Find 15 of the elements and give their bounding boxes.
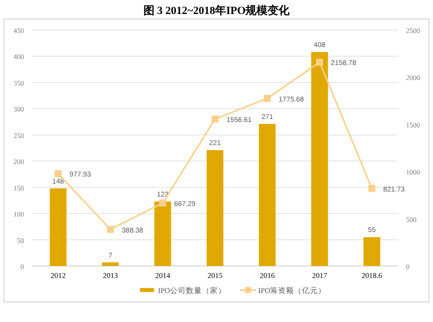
bar: [50, 188, 67, 266]
point: [212, 116, 218, 123]
bar: [363, 237, 380, 266]
point: [316, 58, 324, 66]
point: [106, 226, 114, 233]
chart-title: 图 3 2012~2018年IPO规模变化: [143, 4, 291, 17]
bar: [154, 201, 172, 266]
point: [264, 94, 271, 102]
bar: [258, 124, 276, 266]
bar: [206, 150, 224, 266]
bar: [311, 52, 328, 266]
point: [368, 184, 376, 192]
bar: [102, 262, 119, 266]
point: [54, 170, 62, 178]
point: [159, 200, 166, 207]
